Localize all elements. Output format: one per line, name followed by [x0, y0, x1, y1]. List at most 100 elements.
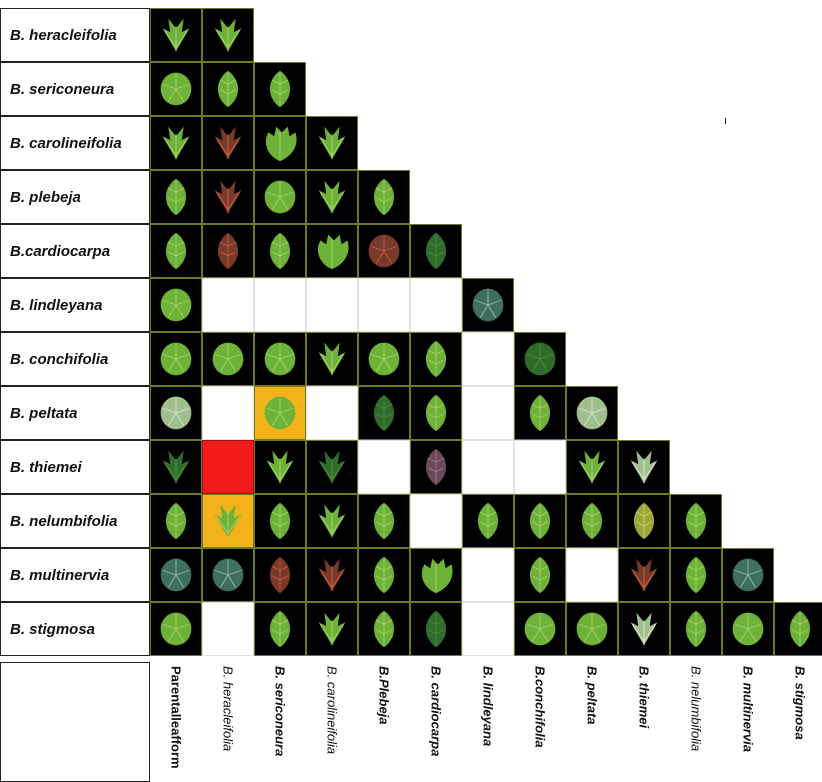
leaf-photo-cell — [358, 602, 410, 656]
column-header: B. peltata — [566, 662, 618, 782]
leaf-photo-cell — [358, 170, 410, 224]
leaf-icon — [630, 612, 658, 646]
leaf-icon — [373, 502, 395, 540]
leaf-icon — [373, 610, 395, 648]
red-marked-cell — [202, 440, 254, 494]
leaf-icon — [160, 396, 192, 430]
leaf-icon — [162, 450, 190, 484]
leaf-photo-cell — [410, 440, 462, 494]
leaf-photo-cell — [618, 602, 670, 656]
leaf-photo-cell — [150, 116, 202, 170]
empty-cell — [410, 278, 462, 332]
leaf-icon — [318, 504, 346, 538]
leaf-photo-cell — [722, 602, 774, 656]
leaf-icon — [732, 558, 764, 592]
leaf-photo-cell — [410, 332, 462, 386]
leaf-icon — [318, 342, 346, 376]
column-header: Parentalleafform — [150, 662, 202, 782]
empty-cell — [462, 332, 514, 386]
leaf-photo-cell — [306, 602, 358, 656]
leaf-photo-cell — [202, 332, 254, 386]
leaf-photo-cell — [774, 602, 822, 656]
leaf-icon — [318, 126, 346, 160]
leaf-icon — [264, 396, 296, 430]
leaf-icon — [524, 612, 556, 646]
column-header: B. thiemei — [618, 662, 670, 782]
leaf-photo-cell — [150, 8, 202, 62]
empty-cell — [566, 548, 618, 602]
leaf-photo-cell — [254, 62, 306, 116]
leaf-photo-cell — [202, 224, 254, 278]
leaf-icon — [373, 556, 395, 594]
leaf-photo-cell — [566, 386, 618, 440]
leaf-photo-cell — [150, 440, 202, 494]
column-header: B. cardiocarpa — [410, 662, 462, 782]
leaf-photo-cell — [618, 494, 670, 548]
leaf-photo-cell — [566, 602, 618, 656]
leaf-photo-cell — [618, 548, 670, 602]
leaf-icon — [165, 502, 187, 540]
leaf-photo-cell — [306, 440, 358, 494]
gold-marked-leaf-cell — [202, 494, 254, 548]
leaf-icon — [368, 234, 400, 268]
empty-cell — [358, 278, 410, 332]
empty-cell — [462, 602, 514, 656]
leaf-icon — [217, 70, 239, 108]
column-header: B. carolineifolia — [306, 662, 358, 782]
leaf-icon — [269, 502, 291, 540]
leaf-icon — [630, 558, 658, 592]
column-header: B. heracleifolia — [202, 662, 254, 782]
leaf-photo-cell — [670, 548, 722, 602]
leaf-icon — [269, 70, 291, 108]
leaf-icon — [630, 450, 658, 484]
empty-cell — [514, 440, 566, 494]
leaf-photo-cell — [150, 170, 202, 224]
leaf-icon — [685, 556, 707, 594]
leaf-icon — [317, 234, 349, 270]
leaf-icon — [633, 502, 655, 540]
gold-marked-leaf-cell — [254, 386, 306, 440]
leaf-photo-cell — [254, 116, 306, 170]
leaf-icon — [160, 342, 192, 376]
leaf-photo-cell — [254, 494, 306, 548]
bottom-left-empty-box — [0, 662, 150, 782]
leaf-photo-cell — [150, 548, 202, 602]
leaf-icon — [212, 342, 244, 376]
leaf-icon — [318, 180, 346, 214]
leaf-photo-cell — [150, 386, 202, 440]
leaf-icon — [269, 556, 291, 594]
leaf-photo-cell — [358, 332, 410, 386]
leaf-icon — [425, 340, 447, 378]
row-label: B. lindleyana — [0, 278, 150, 332]
leaf-photo-cell — [254, 170, 306, 224]
empty-cell — [202, 386, 254, 440]
leaf-photo-cell — [618, 440, 670, 494]
leaf-photo-cell — [358, 224, 410, 278]
empty-cell — [254, 278, 306, 332]
leaf-icon — [524, 342, 556, 376]
leaf-photo-cell — [722, 548, 774, 602]
leaf-icon — [789, 610, 811, 648]
leaf-icon — [732, 612, 764, 646]
leaf-photo-cell — [254, 224, 306, 278]
leaf-photo-cell — [150, 224, 202, 278]
leaf-icon — [160, 72, 192, 106]
leaf-photo-cell — [254, 440, 306, 494]
leaf-icon — [529, 394, 551, 432]
leaf-icon — [165, 178, 187, 216]
column-label: B. sericoneura — [272, 666, 288, 757]
column-label: B. carolineifolia — [324, 666, 340, 755]
leaf-icon — [685, 502, 707, 540]
column-label: B. multinervia — [740, 666, 756, 752]
leaf-photo-cell — [410, 386, 462, 440]
column-label: B.Plebeja — [376, 666, 392, 725]
row-label: B.cardiocarpa — [0, 224, 150, 278]
leaf-icon — [318, 558, 346, 592]
leaf-icon — [576, 612, 608, 646]
leaf-icon — [425, 448, 447, 486]
leaf-icon — [269, 610, 291, 648]
leaf-photo-cell — [150, 494, 202, 548]
leaf-photo-cell — [254, 548, 306, 602]
empty-cell — [306, 278, 358, 332]
column-label: Parentalleafform — [168, 666, 184, 769]
